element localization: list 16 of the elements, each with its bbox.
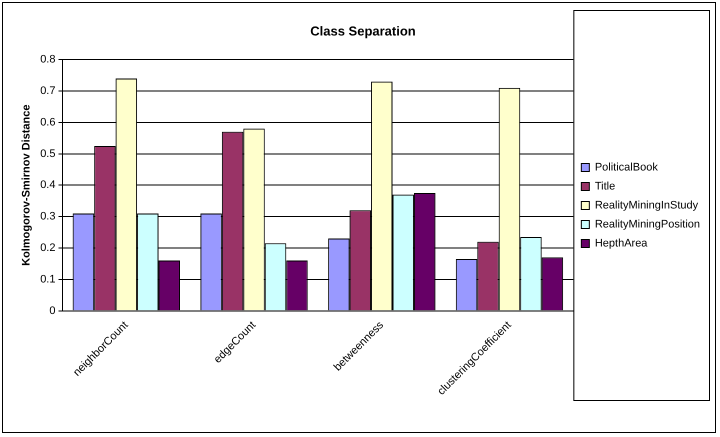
y-tick-label: 0.3 [40, 210, 56, 223]
legend-label: HepthArea [594, 238, 648, 250]
legend-label: Title [594, 180, 616, 193]
y-axis-title: Kolmogorov-Smirnov Distance [20, 104, 33, 266]
y-tick-label: 0.6 [40, 116, 56, 128]
y-tick-label: 0.4 [40, 179, 56, 192]
y-tick-label: 0.1 [40, 273, 56, 286]
y-tick-label: 0 [49, 304, 56, 317]
legend-label: RealityMiningInStudy [594, 200, 699, 212]
chart-title: Class Separation [310, 23, 416, 38]
y-tick-label: 0.7 [40, 85, 56, 98]
legend-label: RealityMiningPosition [594, 218, 700, 231]
y-tick-label: 0.8 [40, 54, 56, 66]
y-tick-label: 0.2 [40, 242, 56, 254]
legend-label: PoliticalBook [594, 162, 658, 174]
y-tick-label: 0.5 [40, 148, 56, 160]
